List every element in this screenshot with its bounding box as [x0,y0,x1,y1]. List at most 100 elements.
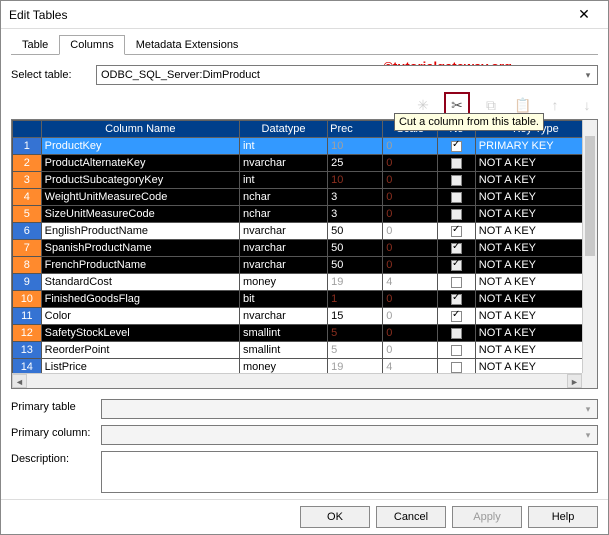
move-up-icon[interactable]: ↑ [544,94,566,116]
cell-scale[interactable]: 0 [383,155,438,172]
table-row[interactable]: 6EnglishProductNamenvarchar500NOT A KEY [13,223,597,240]
checkbox-icon[interactable] [451,277,462,288]
table-row[interactable]: 7SpanishProductNamenvarchar500NOT A KEY [13,240,597,257]
cell-prec[interactable]: 25 [328,155,383,172]
table-row[interactable]: 4WeightUnitMeasureCodenchar30NOT A KEY [13,189,597,206]
checkbox-icon[interactable] [451,345,462,356]
cell-notnull[interactable] [438,342,475,359]
cell-datatype[interactable]: bit [239,291,327,308]
cell-notnull[interactable] [438,155,475,172]
cell-column-name[interactable]: FrenchProductName [41,257,239,274]
cell-prec[interactable]: 5 [328,325,383,342]
table-row[interactable]: 11Colornvarchar150NOT A KEY [13,308,597,325]
vertical-scrollbar[interactable] [582,120,597,373]
move-down-icon[interactable]: ↓ [576,94,598,116]
cell-keytype[interactable]: NOT A KEY [475,223,596,240]
cell-datatype[interactable]: smallint [239,342,327,359]
table-row[interactable]: 5SizeUnitMeasureCodenchar30NOT A KEY [13,206,597,223]
cell-column-name[interactable]: ProductKey [41,138,239,155]
cell-datatype[interactable]: int [239,138,327,155]
apply-button[interactable]: Apply [452,506,522,528]
cell-keytype[interactable]: NOT A KEY [475,342,596,359]
cell-keytype[interactable]: NOT A KEY [475,257,596,274]
cell-column-name[interactable]: ReorderPoint [41,342,239,359]
tab-table[interactable]: Table [11,35,59,55]
cell-notnull[interactable] [438,172,475,189]
cell-keytype[interactable]: NOT A KEY [475,274,596,291]
checkbox-icon[interactable] [451,311,462,322]
table-row[interactable]: 13ReorderPointsmallint50NOT A KEY [13,342,597,359]
header-prec[interactable]: Prec [328,121,383,138]
cell-notnull[interactable] [438,189,475,206]
cell-prec[interactable]: 3 [328,189,383,206]
cell-column-name[interactable]: SafetyStockLevel [41,325,239,342]
description-field[interactable] [101,451,598,493]
cell-datatype[interactable]: smallint [239,325,327,342]
cell-datatype[interactable]: nvarchar [239,257,327,274]
scroll-right-icon[interactable]: ► [567,374,582,388]
cell-scale[interactable]: 0 [383,189,438,206]
cell-datatype[interactable]: int [239,172,327,189]
header-datatype[interactable]: Datatype [239,121,327,138]
cell-scale[interactable]: 0 [383,223,438,240]
cancel-button[interactable]: Cancel [376,506,446,528]
cell-column-name[interactable]: SizeUnitMeasureCode [41,206,239,223]
checkbox-icon[interactable] [451,209,462,220]
help-button[interactable]: Help [528,506,598,528]
select-table-combo[interactable]: ODBC_SQL_Server:DimProduct ▾ [96,65,598,85]
checkbox-icon[interactable] [451,243,462,254]
header-column-name[interactable]: Column Name [41,121,239,138]
cell-prec[interactable]: 10 [328,138,383,155]
primary-table-combo[interactable]: ▾ [101,399,598,419]
cell-datatype[interactable]: nvarchar [239,240,327,257]
cell-scale[interactable]: 0 [383,325,438,342]
checkbox-icon[interactable] [451,175,462,186]
cell-column-name[interactable]: ProductAlternateKey [41,155,239,172]
cell-datatype[interactable]: nchar [239,189,327,206]
cell-notnull[interactable] [438,291,475,308]
cell-keytype[interactable]: PRIMARY KEY [475,138,596,155]
close-icon[interactable]: ✕ [564,6,604,23]
cell-datatype[interactable]: nvarchar [239,223,327,240]
cell-prec[interactable]: 50 [328,223,383,240]
scroll-left-icon[interactable]: ◄ [12,374,27,388]
cell-column-name[interactable]: ProductSubcategoryKey [41,172,239,189]
cell-notnull[interactable] [438,325,475,342]
table-row[interactable]: 1ProductKeyint100PRIMARY KEY [13,138,597,155]
cell-column-name[interactable]: Color [41,308,239,325]
checkbox-icon[interactable] [451,158,462,169]
checkbox-icon[interactable] [451,328,462,339]
tab-metadata-extensions[interactable]: Metadata Extensions [125,35,250,55]
table-row[interactable]: 9StandardCostmoney194NOT A KEY [13,274,597,291]
cell-datatype[interactable]: money [239,274,327,291]
cell-column-name[interactable]: StandardCost [41,274,239,291]
cell-scale[interactable]: 0 [383,342,438,359]
checkbox-icon[interactable] [451,141,462,152]
cell-notnull[interactable] [438,240,475,257]
cell-column-name[interactable]: EnglishProductName [41,223,239,240]
cell-prec[interactable]: 10 [328,172,383,189]
checkbox-icon[interactable] [451,192,462,203]
cell-datatype[interactable]: nchar [239,206,327,223]
cell-prec[interactable]: 5 [328,342,383,359]
cell-scale[interactable]: 0 [383,257,438,274]
tab-columns[interactable]: Columns [59,35,124,55]
cell-keytype[interactable]: NOT A KEY [475,155,596,172]
table-row[interactable]: 2ProductAlternateKeynvarchar250NOT A KEY [13,155,597,172]
cell-column-name[interactable]: FinishedGoodsFlag [41,291,239,308]
cell-keytype[interactable]: NOT A KEY [475,189,596,206]
checkbox-icon[interactable] [451,226,462,237]
cell-keytype[interactable]: NOT A KEY [475,291,596,308]
cell-prec[interactable]: 50 [328,257,383,274]
cell-notnull[interactable] [438,274,475,291]
cell-scale[interactable]: 0 [383,291,438,308]
cell-keytype[interactable]: NOT A KEY [475,206,596,223]
horizontal-scrollbar[interactable]: ◄ ► [12,373,582,388]
cell-notnull[interactable] [438,206,475,223]
cell-keytype[interactable]: NOT A KEY [475,308,596,325]
table-row[interactable]: 12SafetyStockLevelsmallint50NOT A KEY [13,325,597,342]
cell-keytype[interactable]: NOT A KEY [475,325,596,342]
cell-keytype[interactable]: NOT A KEY [475,172,596,189]
cell-prec[interactable]: 3 [328,206,383,223]
cell-column-name[interactable]: SpanishProductName [41,240,239,257]
